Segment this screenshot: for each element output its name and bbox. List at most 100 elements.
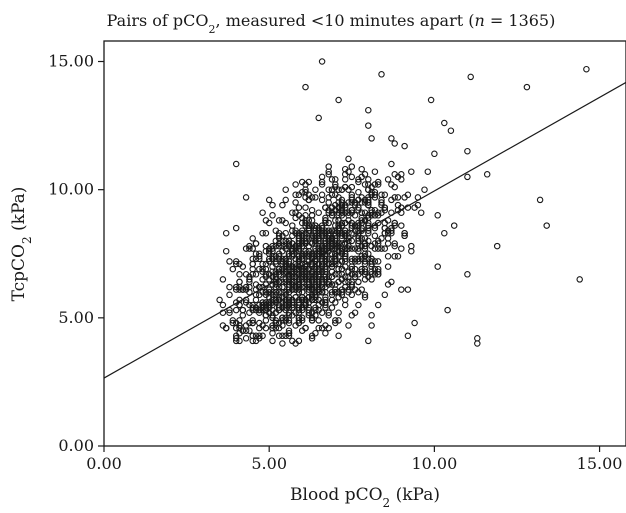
data-point (239, 327, 247, 334)
data-point (358, 165, 365, 173)
data-point (404, 332, 412, 340)
data-point (348, 183, 356, 191)
data-point (289, 299, 296, 306)
data-point (318, 227, 326, 234)
data-point (322, 299, 329, 306)
data-point (242, 322, 250, 329)
data-point (338, 258, 346, 265)
data-point (315, 265, 322, 273)
data-point (256, 253, 263, 260)
data-point (265, 258, 273, 265)
data-point (348, 222, 356, 229)
data-point (384, 176, 392, 183)
data-point (361, 250, 369, 258)
data-point (285, 329, 293, 337)
data-point (365, 337, 372, 345)
data-point (322, 217, 329, 224)
data-point (401, 232, 408, 240)
data-point (322, 214, 329, 222)
data-point (305, 196, 313, 204)
data-point (474, 335, 481, 342)
data-point (378, 235, 385, 242)
data-point (315, 114, 322, 122)
data-point (262, 247, 270, 255)
data-point (358, 265, 365, 273)
data-point (282, 317, 289, 324)
data-point (232, 160, 240, 168)
data-point (279, 232, 286, 240)
data-point (341, 204, 349, 211)
data-point (450, 222, 458, 229)
data-point (259, 301, 266, 309)
data-point (269, 201, 276, 209)
data-point (265, 247, 273, 255)
data-point (292, 227, 299, 234)
data-point (239, 312, 247, 319)
data-point (384, 263, 392, 270)
data-point (335, 309, 342, 316)
data-point (341, 283, 349, 291)
data-point (345, 155, 352, 163)
data-point (371, 232, 379, 240)
data-point (355, 247, 362, 255)
data-point (246, 283, 253, 291)
data-point (335, 212, 342, 219)
data-point (289, 222, 296, 229)
data-point (275, 217, 283, 224)
data-point (252, 332, 260, 340)
data-point (282, 260, 289, 268)
data-point (239, 286, 247, 293)
data-point (341, 258, 349, 265)
data-point (444, 306, 451, 314)
data-point (441, 119, 448, 127)
data-point (394, 194, 402, 201)
data-point (295, 337, 303, 345)
data-point (361, 294, 369, 301)
data-point (345, 209, 352, 216)
data-point (312, 235, 319, 242)
data-point (318, 58, 326, 65)
data-point (335, 224, 342, 232)
regression-line (103, 81, 626, 379)
data-point (275, 232, 283, 240)
data-point (328, 260, 336, 268)
data-point (252, 296, 260, 304)
data-point (282, 296, 289, 304)
data-point (408, 168, 415, 175)
data-point (252, 306, 260, 314)
data-point (322, 253, 329, 260)
data-point (246, 276, 253, 283)
data-point (272, 227, 280, 234)
data-point (308, 268, 316, 275)
data-point (318, 178, 326, 186)
data-point (312, 273, 319, 281)
data-point (351, 286, 359, 293)
data-point (368, 312, 375, 319)
data-point (474, 340, 481, 347)
data-point (325, 309, 332, 316)
data-point (289, 337, 296, 345)
data-point (348, 173, 356, 181)
data-point (358, 173, 365, 181)
data-point (417, 209, 425, 216)
data-point (341, 245, 349, 252)
data-point (401, 194, 408, 201)
x-tick-label: 5.00 (251, 454, 287, 473)
data-point (279, 265, 286, 273)
data-point (408, 247, 415, 255)
data-point (421, 186, 428, 193)
data-point (289, 253, 296, 260)
data-point (295, 242, 303, 250)
data-point (325, 168, 332, 175)
data-point (308, 240, 316, 247)
data-point (381, 191, 389, 199)
data-point (302, 260, 309, 268)
data-point (341, 301, 349, 309)
data-point (256, 306, 263, 314)
data-point (355, 188, 362, 196)
data-point (282, 288, 289, 296)
y-tick-label: 0.00 (58, 436, 94, 455)
data-point (348, 229, 356, 237)
data-point (374, 240, 382, 247)
